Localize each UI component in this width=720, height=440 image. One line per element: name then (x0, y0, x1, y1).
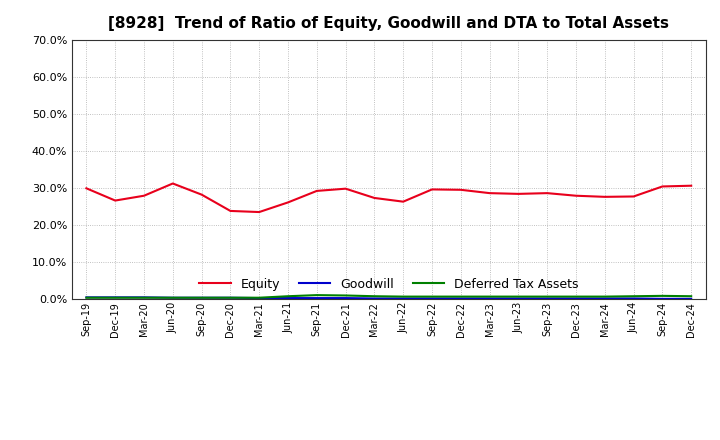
Equity (140, 193, 148, 198)
Deferred Tax Assets (197, 295, 206, 301)
Equity (572, 193, 580, 198)
Deferred Tax Assets (428, 294, 436, 299)
Equity (341, 186, 350, 191)
Equity (456, 187, 465, 192)
Goodwill (111, 295, 120, 300)
Deferred Tax Assets (399, 294, 408, 299)
Deferred Tax Assets (543, 294, 552, 299)
Goodwill (600, 296, 609, 301)
Goodwill (168, 295, 177, 301)
Goodwill (255, 295, 264, 301)
Equity (284, 200, 292, 205)
Deferred Tax Assets (341, 293, 350, 298)
Deferred Tax Assets (226, 295, 235, 301)
Goodwill (572, 296, 580, 301)
Title: [8928]  Trend of Ratio of Equity, Goodwill and DTA to Total Assets: [8928] Trend of Ratio of Equity, Goodwil… (108, 16, 670, 32)
Equity (168, 181, 177, 186)
Equity (687, 183, 696, 188)
Goodwill (485, 296, 494, 301)
Goodwill (284, 295, 292, 301)
Goodwill (341, 295, 350, 301)
Deferred Tax Assets (111, 295, 120, 301)
Equity (514, 191, 523, 197)
Deferred Tax Assets (514, 294, 523, 299)
Deferred Tax Assets (572, 294, 580, 299)
Goodwill (658, 296, 667, 301)
Equity (658, 184, 667, 189)
Deferred Tax Assets (600, 294, 609, 299)
Deferred Tax Assets (168, 295, 177, 301)
Legend: Equity, Goodwill, Deferred Tax Assets: Equity, Goodwill, Deferred Tax Assets (194, 272, 583, 296)
Deferred Tax Assets (456, 294, 465, 299)
Equity (629, 194, 638, 199)
Deferred Tax Assets (140, 295, 148, 301)
Equity (370, 195, 379, 201)
Equity (428, 187, 436, 192)
Equity (82, 186, 91, 191)
Deferred Tax Assets (485, 294, 494, 299)
Goodwill (140, 295, 148, 300)
Equity (255, 209, 264, 215)
Equity (197, 192, 206, 197)
Line: Equity: Equity (86, 183, 691, 212)
Deferred Tax Assets (312, 293, 321, 298)
Equity (312, 188, 321, 194)
Goodwill (197, 295, 206, 301)
Equity (485, 191, 494, 196)
Goodwill (543, 296, 552, 301)
Equity (226, 208, 235, 213)
Line: Goodwill: Goodwill (86, 297, 691, 299)
Deferred Tax Assets (284, 293, 292, 299)
Goodwill (629, 296, 638, 301)
Goodwill (428, 296, 436, 301)
Deferred Tax Assets (255, 295, 264, 301)
Equity (543, 191, 552, 196)
Goodwill (514, 296, 523, 301)
Equity (399, 199, 408, 204)
Goodwill (312, 295, 321, 301)
Equity (600, 194, 609, 199)
Goodwill (456, 296, 465, 301)
Goodwill (399, 296, 408, 301)
Line: Deferred Tax Assets: Deferred Tax Assets (86, 295, 691, 298)
Deferred Tax Assets (82, 295, 91, 301)
Equity (111, 198, 120, 203)
Deferred Tax Assets (370, 293, 379, 299)
Deferred Tax Assets (658, 293, 667, 298)
Goodwill (687, 296, 696, 301)
Goodwill (82, 295, 91, 300)
Goodwill (370, 296, 379, 301)
Deferred Tax Assets (687, 293, 696, 299)
Goodwill (226, 295, 235, 301)
Deferred Tax Assets (629, 293, 638, 299)
